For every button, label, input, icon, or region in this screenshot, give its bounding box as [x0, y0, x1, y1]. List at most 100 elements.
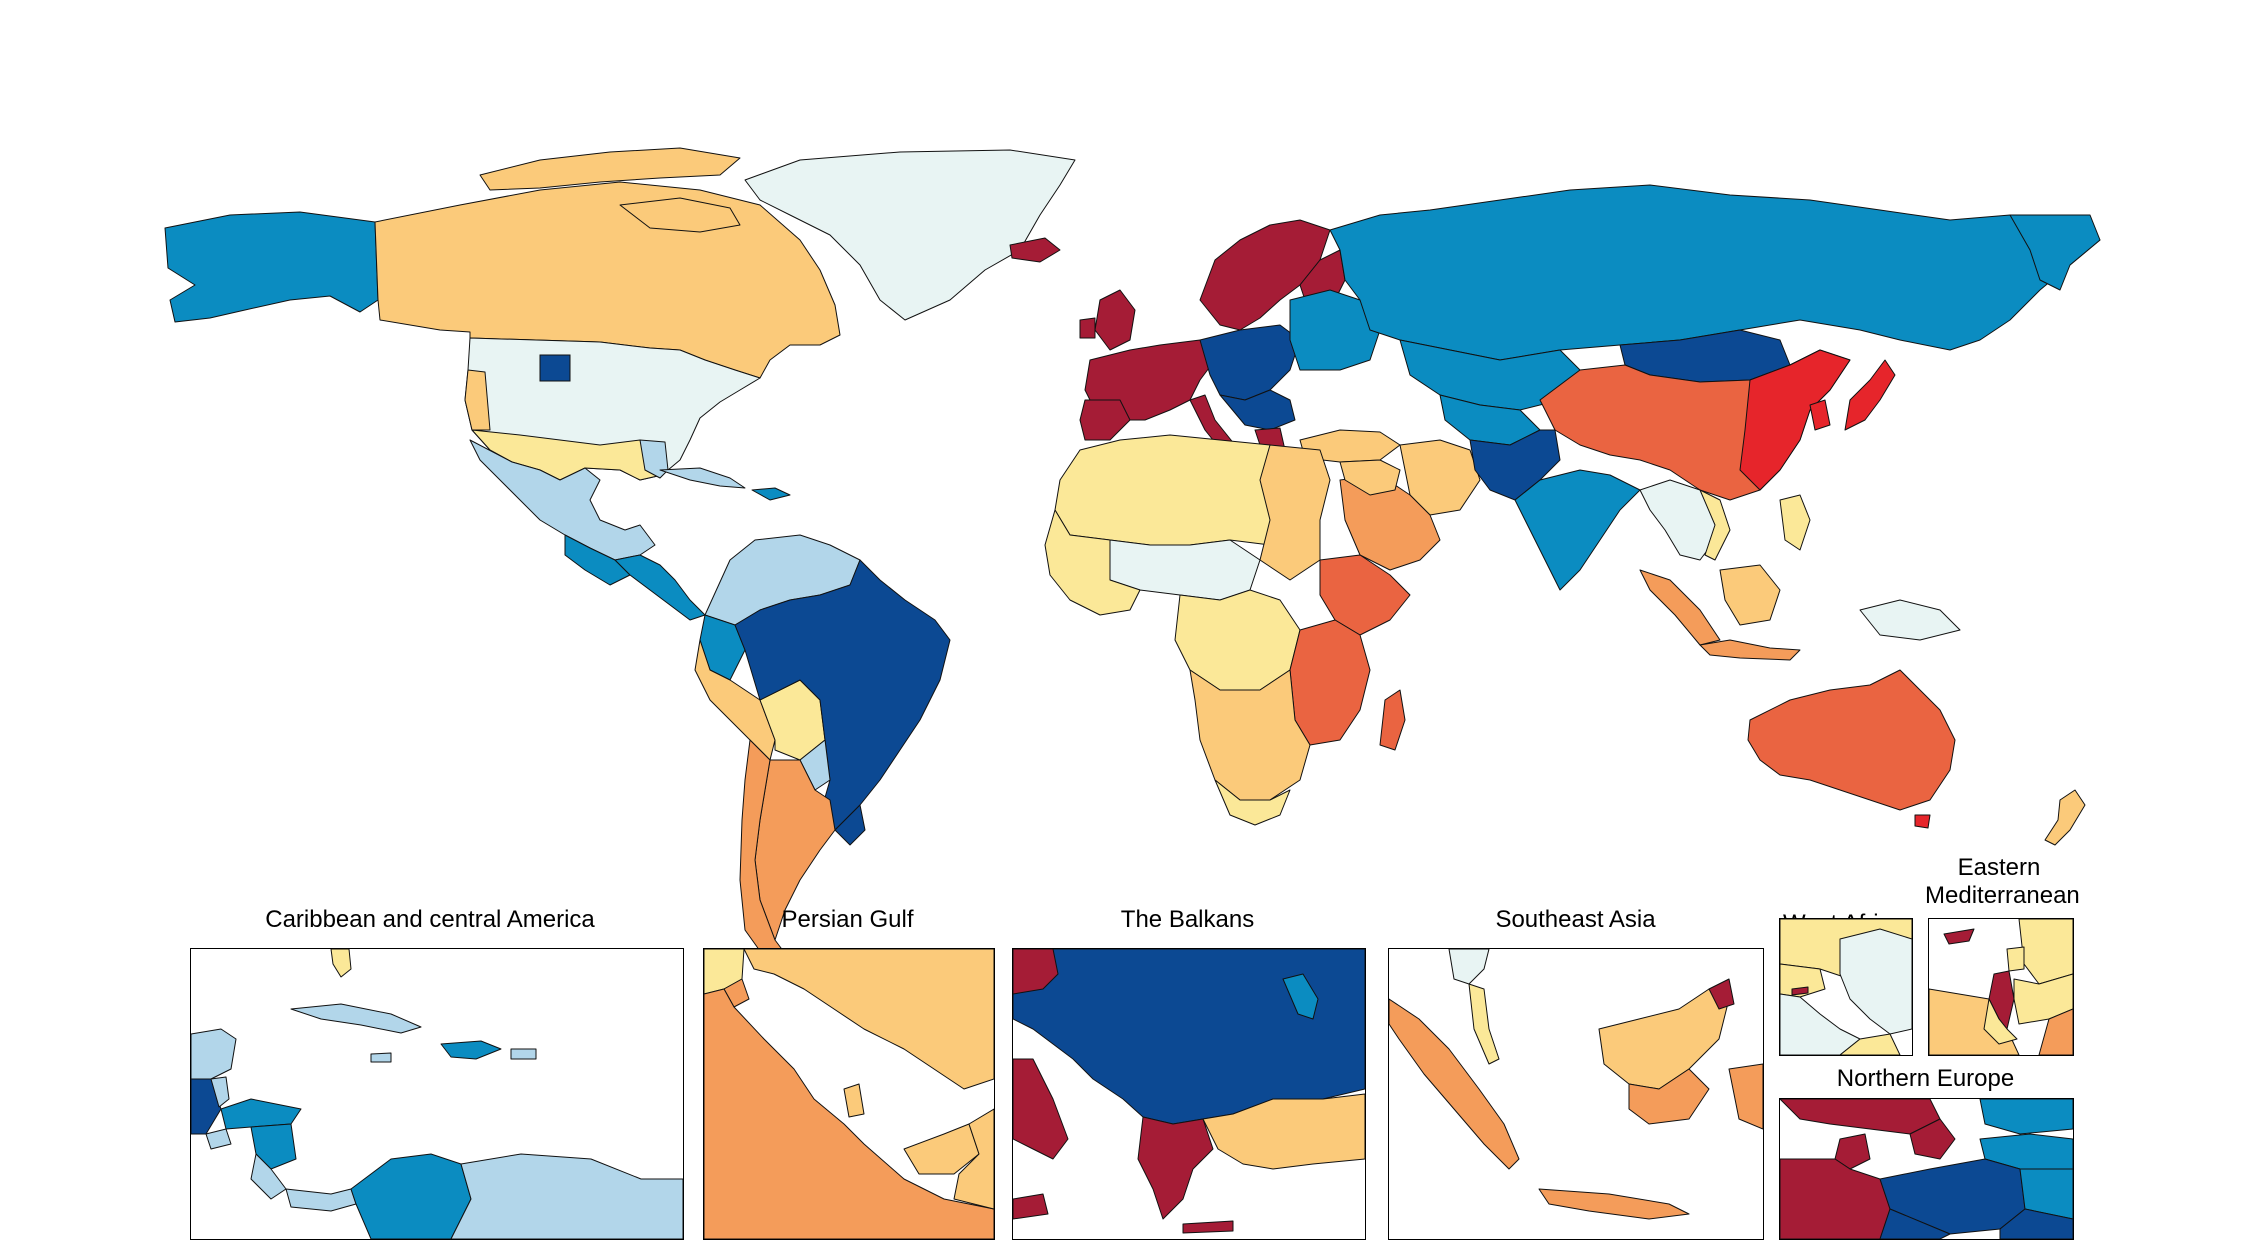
region-india — [1514, 469, 1641, 591]
inset-title-northern-europe: Northern Europe — [1836, 1065, 2015, 1092]
region-guinea-area — [1839, 928, 1912, 1035]
inset-west-africa-map — [1780, 919, 1912, 1055]
region-canada — [374, 181, 841, 379]
region-puerto-rico — [510, 1048, 537, 1060]
region-cuba — [290, 1003, 422, 1034]
inset-southeast-asia-map — [1389, 949, 1763, 1220]
region-eastern-europe — [1289, 289, 1381, 371]
inset-title-southeast-asia: Southeast Asia — [1495, 906, 1656, 933]
region-cuba — [659, 467, 746, 489]
region-norway-sweden — [1780, 1099, 1941, 1135]
region-balkans-main — [1219, 389, 1296, 431]
region-ireland — [1079, 317, 1096, 339]
region-denmark — [1834, 1133, 1871, 1170]
region-mexico-south — [564, 534, 631, 586]
region-java — [1538, 1188, 1690, 1220]
region-crete — [1182, 1220, 1234, 1234]
region-korea — [1809, 399, 1831, 431]
region-sumatra — [1389, 998, 1520, 1170]
inset-caribbean — [190, 948, 684, 1240]
region-belarus — [2019, 1168, 2073, 1220]
inset-balkans-map — [1013, 949, 1365, 1234]
region-egypt-sudan — [1259, 444, 1331, 581]
region-southern-africa — [1189, 669, 1311, 801]
region-belize — [210, 1076, 230, 1108]
region-costa-rica — [250, 1153, 287, 1200]
region-coast — [1780, 993, 1861, 1055]
region-panama — [285, 1188, 357, 1212]
region-west-africa — [1044, 509, 1141, 616]
region-nicaragua — [250, 1123, 297, 1170]
region-sulawesi — [1728, 1063, 1763, 1130]
region-iran — [743, 949, 994, 1090]
region-balkans-block — [1013, 949, 1365, 1125]
region-horn-of-africa — [1319, 554, 1411, 636]
region-gambia — [1791, 986, 1809, 996]
inset-northern-europe — [1779, 1098, 2074, 1240]
region-guatemala — [191, 1078, 222, 1135]
region-hispaniola — [440, 1040, 502, 1060]
region-iraq-syria — [1339, 459, 1401, 496]
region-oman — [953, 1108, 994, 1210]
inset-persian-gulf-map — [704, 949, 994, 1239]
inset-balkans — [1012, 948, 1366, 1240]
region-indonesia-borneo — [1719, 564, 1781, 626]
region-colombia — [350, 1153, 472, 1239]
region-borneo-south — [1628, 1068, 1710, 1125]
region-jamaica — [370, 1052, 392, 1063]
region-florida — [639, 439, 669, 479]
inset-northern-europe-map — [1780, 1099, 2073, 1239]
inset-southeast-asia — [1388, 948, 1764, 1240]
inset-caribbean-map — [191, 949, 683, 1239]
region-sweden-south — [1909, 1118, 1956, 1160]
inset-persian-gulf — [703, 948, 995, 1240]
inset-title-caribbean: Caribbean and central America — [265, 906, 595, 933]
region-mexico — [469, 439, 656, 561]
region-saudi — [2038, 1008, 2073, 1055]
region-malay-peninsula — [1468, 983, 1500, 1065]
region-estonia-latvia — [1979, 1099, 2073, 1135]
region-el-salvador — [205, 1128, 232, 1150]
inset-eastern-mediterranean-map — [1929, 919, 2073, 1055]
region-new-guinea — [1859, 599, 1961, 641]
region-afghanistan-pakistan — [1469, 429, 1561, 501]
region-czech — [1879, 1208, 1951, 1239]
region-indonesia-java — [1699, 639, 1801, 661]
region-russia-east — [2009, 214, 2101, 291]
region-thailand — [1448, 949, 1490, 985]
inset-title-persian-gulf: Persian Gulf — [781, 906, 914, 933]
region-florida-tip — [330, 949, 352, 978]
region-liberia — [1839, 1033, 1901, 1055]
region-us-california — [464, 369, 491, 431]
region-syria — [2018, 919, 2073, 985]
region-sabah — [1708, 978, 1735, 1010]
region-australia — [1747, 669, 1956, 811]
inset-title-balkans: The Balkans — [1120, 906, 1255, 933]
region-wyoming — [539, 354, 571, 382]
region-philippines — [1779, 494, 1811, 551]
region-east-africa — [1289, 619, 1371, 746]
region-arctic-islands — [479, 147, 741, 191]
region-arctic-islands-2 — [619, 197, 741, 233]
region-madagascar — [1379, 689, 1406, 751]
inset-title-eastern-mediterranean: Eastern Mediterranean — [1925, 854, 2080, 909]
inset-west-africa — [1779, 918, 1913, 1056]
region-alaska — [164, 211, 379, 323]
region-sicily — [1013, 1193, 1049, 1220]
region-indonesia-sumatra — [1639, 569, 1721, 646]
region-lebanon — [2006, 946, 2025, 972]
region-moldova — [1282, 973, 1319, 1020]
region-venezuela — [450, 1153, 683, 1239]
region-mexico-yucatan — [191, 1028, 237, 1080]
region-central-europe — [1199, 324, 1301, 401]
inset-eastern-mediterranean — [1928, 918, 2074, 1056]
region-northern-italy — [1013, 949, 1059, 995]
region-iceland — [1009, 237, 1061, 263]
region-greece — [1137, 1116, 1214, 1220]
region-sinai — [1983, 998, 2018, 1045]
region-hispaniola — [751, 487, 791, 501]
region-turkey — [1202, 1093, 1365, 1170]
region-cyprus — [1943, 928, 1975, 945]
region-saudi-arabia — [704, 988, 994, 1239]
